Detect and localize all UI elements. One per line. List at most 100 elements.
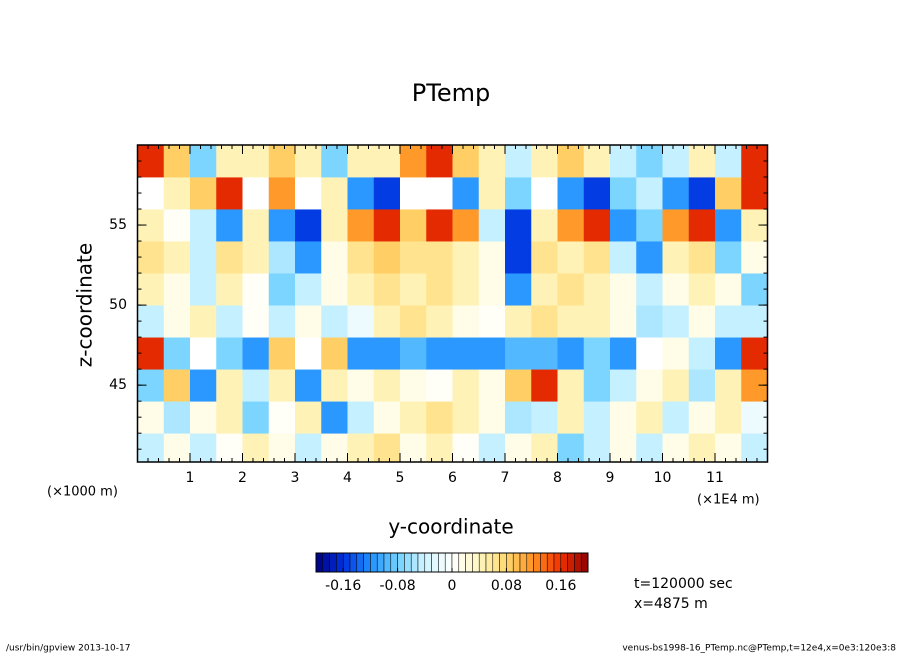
cell bbox=[373, 145, 401, 178]
x-tick-label: 7 bbox=[501, 470, 510, 486]
cell bbox=[426, 241, 453, 274]
cell bbox=[347, 337, 375, 370]
cell bbox=[715, 177, 742, 210]
cell bbox=[190, 177, 217, 210]
cell bbox=[295, 401, 322, 434]
cell bbox=[137, 337, 165, 370]
cell bbox=[662, 337, 690, 370]
cell bbox=[373, 401, 401, 434]
y-tick-label: 55 bbox=[109, 217, 127, 233]
cell bbox=[216, 241, 243, 274]
cell bbox=[373, 305, 401, 338]
cell bbox=[662, 145, 690, 178]
cell bbox=[242, 305, 270, 338]
y-tick-label: 45 bbox=[109, 377, 127, 393]
cell bbox=[295, 209, 322, 242]
cell bbox=[478, 241, 506, 274]
cell bbox=[163, 369, 191, 402]
colorbar-cell bbox=[376, 552, 385, 573]
cell bbox=[163, 241, 191, 274]
cell bbox=[373, 337, 401, 370]
cell bbox=[610, 401, 637, 434]
footer: /usr/bin/gpview 2013-10-17 bbox=[6, 644, 130, 654]
colorbar-cell bbox=[444, 552, 453, 573]
cell bbox=[505, 305, 532, 338]
cell bbox=[531, 145, 558, 178]
cell bbox=[242, 177, 270, 210]
colorbar-cell bbox=[431, 552, 439, 573]
x-tick-label: 4 bbox=[343, 470, 352, 486]
cell bbox=[741, 273, 768, 306]
cell bbox=[190, 305, 217, 338]
cell bbox=[347, 305, 375, 338]
colorbar-cell bbox=[553, 552, 562, 573]
colorbar-cell bbox=[349, 552, 358, 573]
cell bbox=[557, 433, 585, 463]
colorbar-cell bbox=[492, 552, 500, 573]
cell bbox=[321, 337, 348, 370]
cell bbox=[557, 369, 585, 402]
cell bbox=[636, 145, 663, 178]
cell bbox=[557, 337, 585, 370]
colorbar-cell bbox=[370, 552, 378, 573]
cell bbox=[321, 305, 348, 338]
cell bbox=[636, 177, 663, 210]
cell bbox=[321, 241, 348, 274]
colorbar-cell bbox=[526, 552, 534, 573]
cell bbox=[295, 145, 322, 178]
cell bbox=[505, 337, 532, 370]
cell bbox=[190, 337, 217, 370]
cell bbox=[557, 273, 585, 306]
cell bbox=[583, 209, 611, 242]
cell bbox=[478, 337, 506, 370]
cell bbox=[268, 177, 296, 210]
colorbar-cell bbox=[404, 552, 412, 573]
x-axis-label: y-coordinate bbox=[388, 515, 513, 539]
cell bbox=[373, 241, 401, 274]
colorbar-cell bbox=[451, 552, 460, 573]
colorbar-cell bbox=[383, 552, 392, 573]
cell bbox=[505, 273, 532, 306]
cell bbox=[688, 273, 716, 306]
cell bbox=[662, 433, 690, 463]
cell bbox=[190, 209, 217, 242]
colorbar-cell bbox=[410, 552, 419, 573]
cell bbox=[505, 209, 532, 242]
cell bbox=[741, 401, 768, 434]
cell bbox=[347, 273, 375, 306]
cell bbox=[583, 433, 611, 463]
cell bbox=[242, 369, 270, 402]
cell bbox=[452, 273, 480, 306]
cell bbox=[452, 241, 480, 274]
cell bbox=[321, 273, 348, 306]
chart-title: PTemp bbox=[412, 79, 490, 107]
x-tick-label: 9 bbox=[606, 470, 615, 486]
cell bbox=[268, 273, 296, 306]
cell bbox=[216, 401, 243, 434]
cell bbox=[688, 401, 716, 434]
cell bbox=[557, 305, 585, 338]
cell bbox=[715, 241, 742, 274]
cell bbox=[452, 401, 480, 434]
cell bbox=[400, 305, 427, 338]
colorbar-cell bbox=[567, 552, 575, 573]
cell bbox=[137, 273, 165, 306]
cell bbox=[715, 145, 742, 178]
cell bbox=[190, 433, 217, 463]
cell bbox=[347, 209, 375, 242]
cell bbox=[242, 273, 270, 306]
colorbar-cell bbox=[512, 552, 521, 573]
cell bbox=[610, 177, 637, 210]
cell bbox=[583, 177, 611, 210]
cell bbox=[268, 305, 296, 338]
cell bbox=[321, 177, 348, 210]
cell bbox=[478, 433, 506, 463]
colorbar-cell bbox=[540, 552, 548, 573]
cell bbox=[216, 209, 243, 242]
cell bbox=[662, 177, 690, 210]
cell bbox=[216, 433, 243, 463]
cell bbox=[688, 145, 716, 178]
footer: venus-bs1998-16_PTemp.nc@PTemp,t=12e4,x=… bbox=[622, 644, 896, 654]
cell bbox=[715, 337, 742, 370]
cell bbox=[190, 369, 217, 402]
